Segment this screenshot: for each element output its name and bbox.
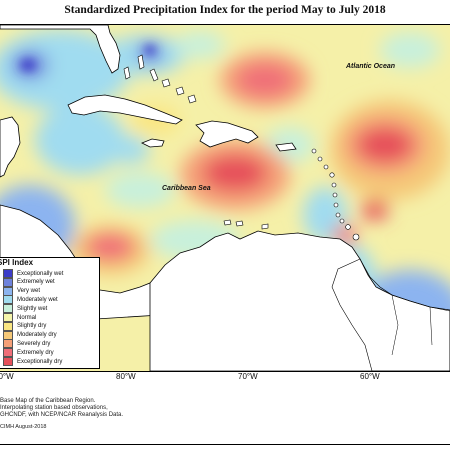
lon-label-80w: 80°W [116, 372, 136, 381]
legend-title: SPI Index [0, 258, 34, 267]
bottom-divider [0, 444, 450, 445]
legend-label: Severely dry [17, 340, 51, 347]
legend-label: Very wet [17, 288, 41, 295]
legend-swatch [3, 313, 13, 322]
atlantic-ocean-label: Atlantic Ocean [346, 63, 396, 70]
legend-label: Exceptionally wet [17, 270, 64, 277]
legend-swatch [3, 348, 13, 358]
legend-swatch [3, 339, 13, 349]
lon-label-90w: 90°W [0, 372, 14, 381]
lon-label-60w: 60°W [360, 372, 380, 381]
island-hispaniola [195, 120, 259, 148]
map-credits: Base Map of the Caribbean Region. Interp… [0, 398, 260, 420]
legend-swatch [3, 277, 13, 287]
legend-swatch [3, 321, 13, 331]
guianas-borders [331, 258, 450, 371]
legend-item: Extremely dry [3, 348, 54, 358]
legend-item: Exceptionally wet [3, 269, 63, 278]
legend-swatch [3, 330, 13, 340]
legend-swatch [3, 357, 13, 366]
islands-bahamas [123, 54, 197, 104]
legend-label: Slightly dry [17, 323, 47, 330]
land-yucatan [0, 116, 21, 178]
legend-label: Moderately wet [17, 296, 58, 303]
legend-item: Normal [3, 313, 36, 322]
legend-label: Exceptionally dry [17, 358, 63, 365]
legend-swatch [3, 286, 13, 296]
legend-label: Moderately dry [17, 332, 57, 339]
credit-line: Interpolating station based observations… [0, 405, 108, 412]
spi-map: Atlantic Ocean Caribbean Sea SPI Index E… [0, 24, 450, 372]
footer-text: CIMH August-2018 [0, 424, 47, 430]
map-title: Standardized Precipitation Index for the… [64, 4, 386, 16]
legend-item: Very wet [3, 286, 41, 296]
spi-map-canvas [0, 25, 450, 371]
legend-item: Slightly dry [3, 321, 47, 331]
legend-swatch [3, 269, 13, 278]
credit-line: Base Map of the Caribbean Region. [0, 398, 96, 404]
legend-item: Moderately wet [3, 295, 58, 305]
legend-label: Extremely dry [17, 349, 54, 356]
islands-lesser-antilles [311, 148, 360, 241]
legend-item: Exceptionally dry [3, 357, 62, 366]
legend-label: Normal [17, 314, 37, 321]
spi-legend: SPI Index Exceptionally wet Extremely wet… [0, 257, 100, 369]
legend-item: Extremely wet [3, 277, 55, 287]
island-jamaica [141, 138, 165, 148]
legend-item: Slightly wet [3, 304, 48, 314]
land-florida [0, 25, 121, 74]
legend-swatch [3, 295, 13, 305]
country-borders [391, 294, 433, 356]
islands-abc [223, 219, 269, 230]
credit-line: GHCNDF, with NCEP/NCAR Reanalysis Data. [0, 412, 124, 419]
lon-label-70w: 70°W [238, 372, 258, 381]
land-south-america [149, 230, 450, 371]
island-puerto-rico [275, 142, 297, 152]
legend-swatch [3, 304, 13, 314]
legend-item: Severely dry [3, 339, 51, 349]
legend-label: Extremely wet [17, 279, 55, 286]
caribbean-sea-label: Caribbean Sea [162, 185, 211, 192]
legend-label: Slightly wet [17, 305, 48, 312]
legend-item: Moderately dry [3, 330, 57, 340]
island-cuba [67, 94, 183, 125]
